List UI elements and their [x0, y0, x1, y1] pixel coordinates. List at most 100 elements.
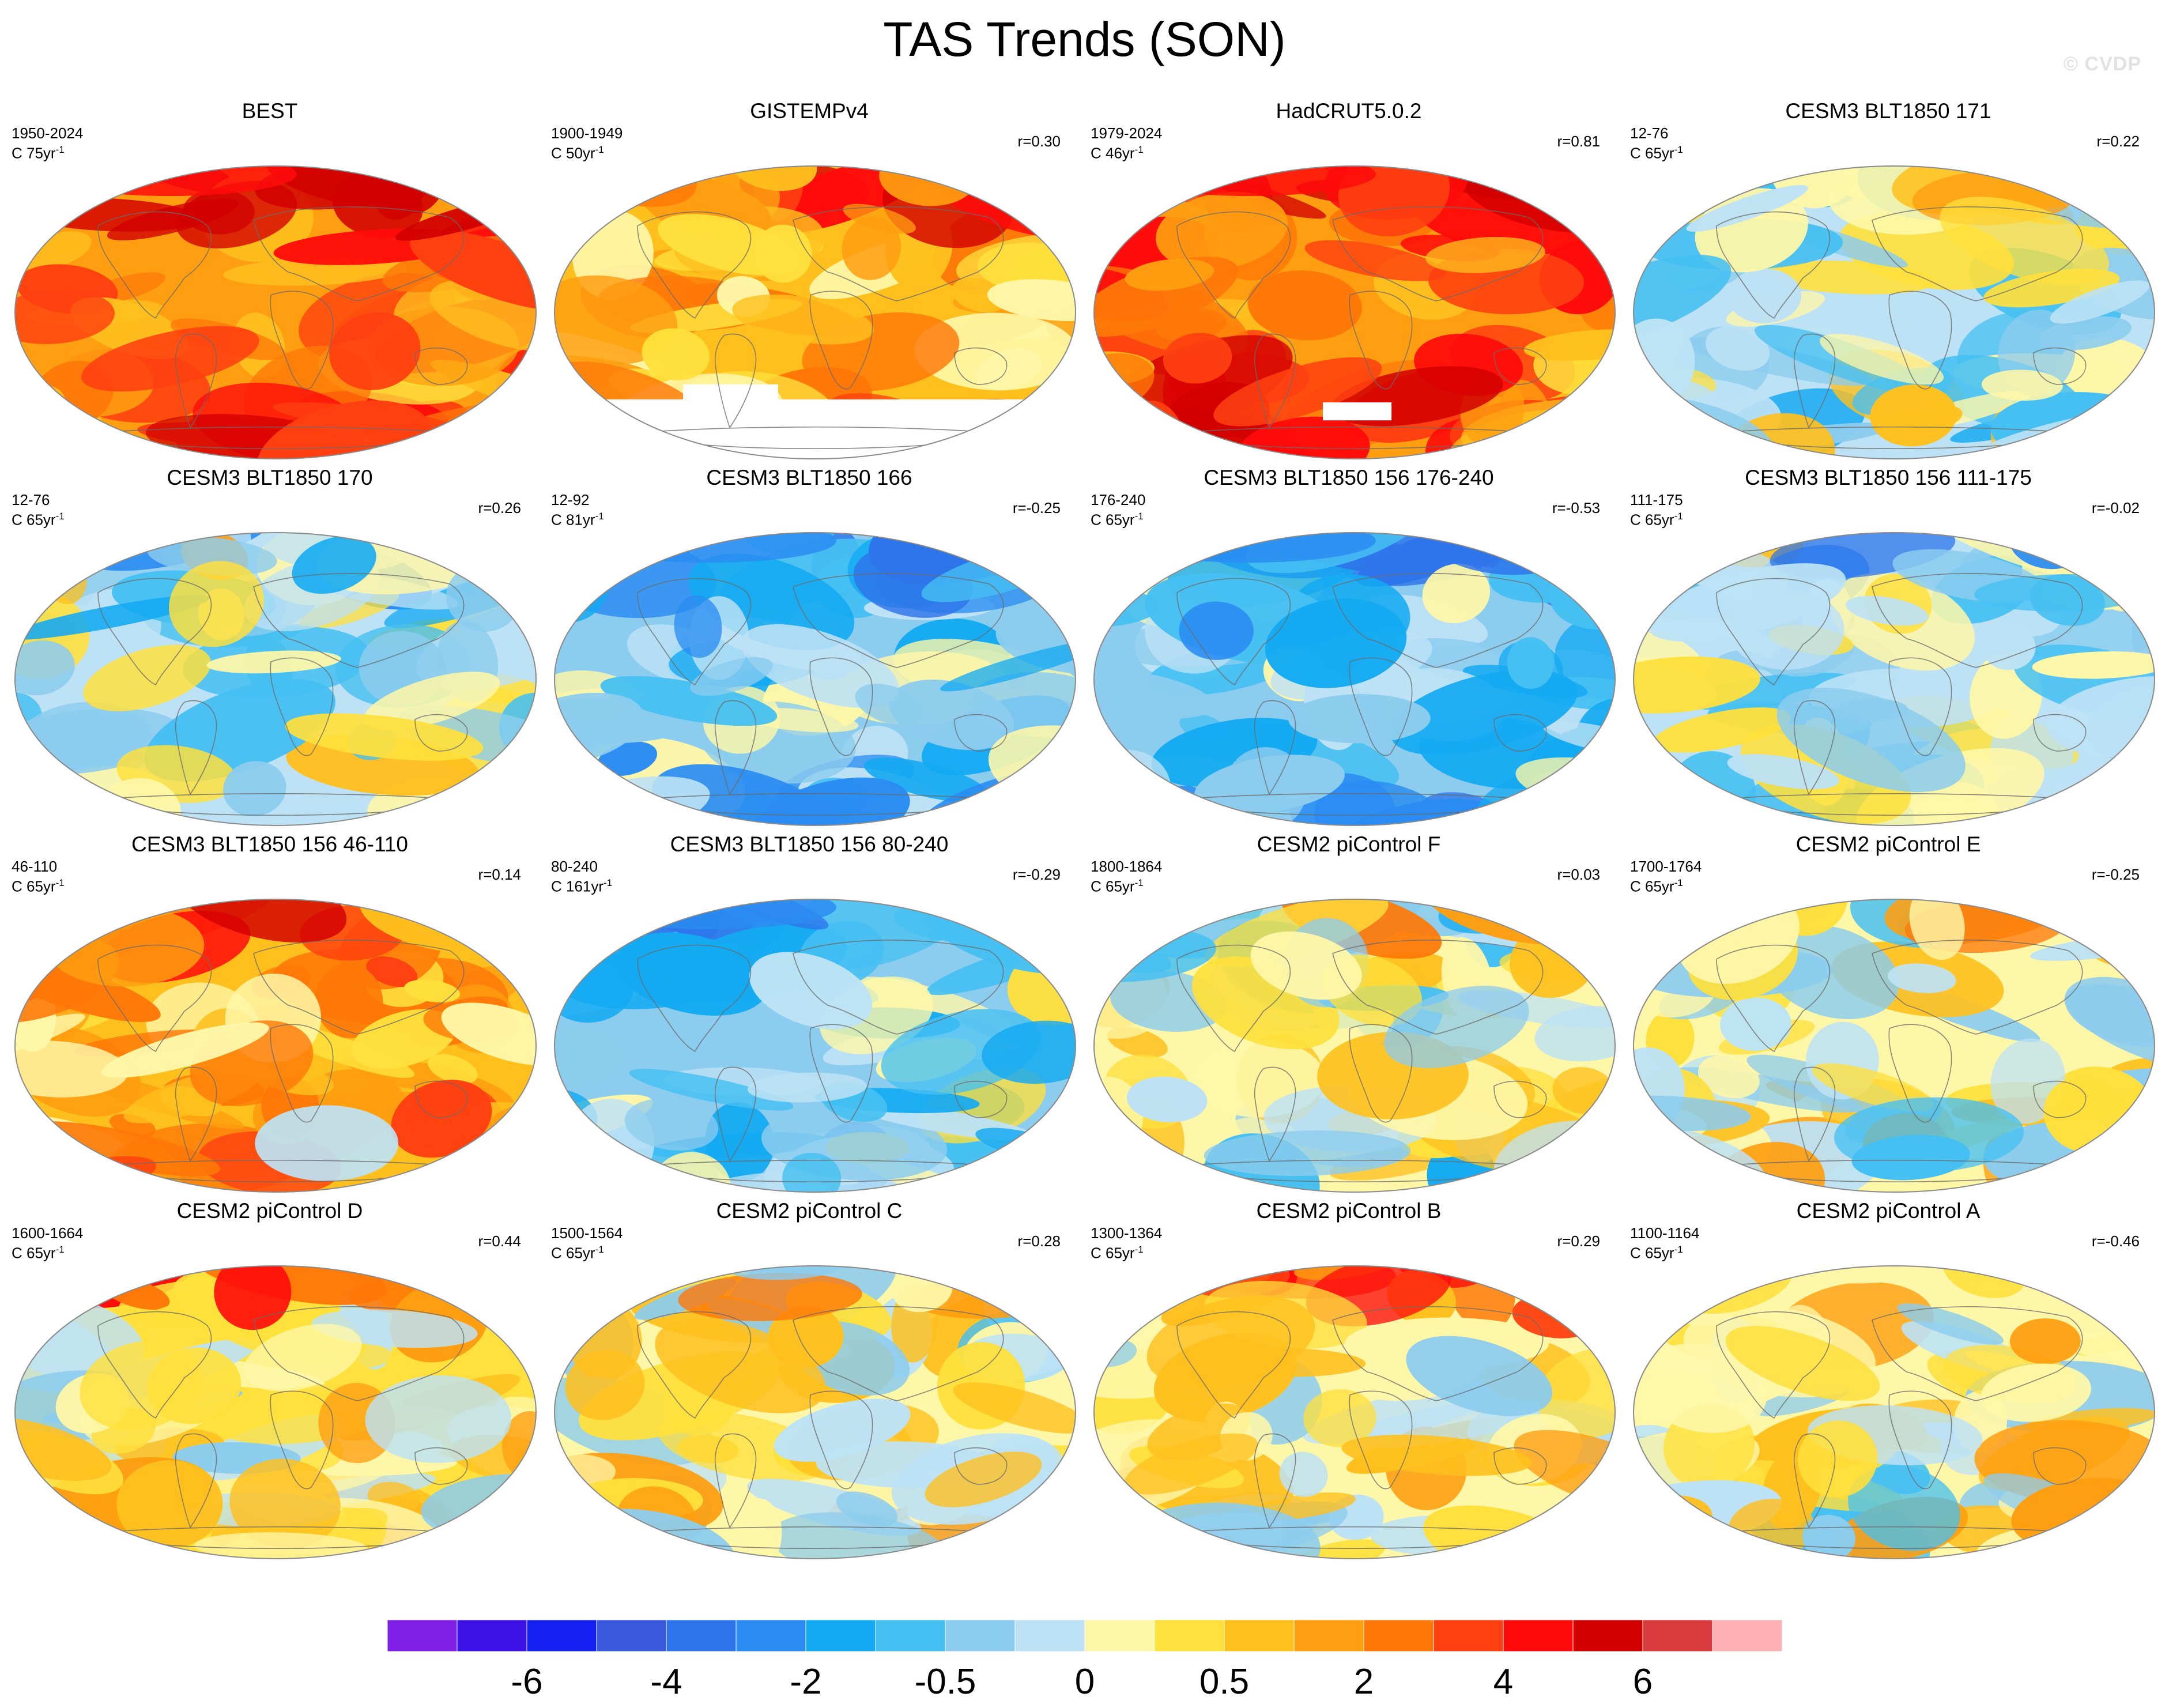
map-panel-15: CESM2 piControl B 1300-1364 C 65yr-1 r=0… — [1079, 1198, 1619, 1564]
page-title: TAS Trends (SON) — [883, 12, 1286, 66]
colorbar-tick-label: 0 — [1075, 1662, 1095, 1701]
map-panel-8: CESM3 BLT1850 156 111-175 111-175 C 65yr… — [1619, 465, 2158, 831]
colorbar-swatch — [1503, 1619, 1574, 1652]
panel-title: CESM3 BLT1850 156 176-240 — [1204, 466, 1494, 489]
robinson-map — [1091, 896, 1619, 1196]
robinson-map — [1630, 529, 2158, 829]
colorbar-tick-label: -0.5 — [915, 1662, 976, 1701]
panel-title: CESM3 BLT1850 171 — [1785, 99, 1991, 123]
robinson-map — [1091, 163, 1619, 462]
panel-pattern-correlation: r=0.44 — [478, 1232, 521, 1250]
colorbar-swatch — [875, 1619, 946, 1652]
colorbar-swatch — [526, 1619, 597, 1652]
panel-title: CESM2 piControl D — [176, 1199, 363, 1223]
panel-pattern-correlation: r=0.03 — [1557, 866, 1600, 883]
colorbar-swatch — [1293, 1619, 1364, 1652]
colorbar-swatch — [666, 1619, 737, 1652]
panel-title: CESM2 piControl A — [1796, 1199, 1981, 1223]
panel-period: 1600-1664 — [12, 1224, 84, 1242]
robinson-map — [12, 1262, 540, 1562]
colorbar-swatch — [457, 1619, 527, 1652]
panel-period: 1700-1764 — [1630, 858, 1702, 875]
panel-trend-units: C 65yr-1 — [1630, 144, 1683, 162]
panel-pattern-correlation: r=0.29 — [1557, 1232, 1600, 1250]
robinson-map — [551, 529, 1079, 829]
map-panel-13: CESM2 piControl D 1600-1664 C 65yr-1 r=0… — [0, 1198, 540, 1564]
colorbar-swatch — [1712, 1619, 1783, 1652]
colorbar-swatch — [1433, 1619, 1504, 1652]
panel-title: CESM2 piControl F — [1257, 832, 1441, 856]
robinson-map — [1091, 529, 1619, 829]
robinson-map — [1630, 1262, 2158, 1562]
panel-trend-units: C 65yr-1 — [1091, 877, 1144, 895]
panel-title: CESM2 piControl B — [1256, 1199, 1442, 1223]
colorbar-tick-label: -2 — [790, 1662, 821, 1701]
map-panel-2: GISTEMPv4 1900-1949 C 50yr-1 r=0.30 — [540, 98, 1079, 465]
map-panel-5: CESM3 BLT1850 170 12-76 C 65yr-1 r=0.26 — [0, 465, 540, 831]
colorbar-swatch — [1154, 1619, 1225, 1652]
panel-pattern-correlation: r=0.30 — [1017, 133, 1061, 150]
colorbar-tick-label: 0.5 — [1199, 1662, 1249, 1701]
robinson-map — [12, 529, 540, 829]
panel-period: 176-240 — [1091, 491, 1146, 508]
map-panel-12: CESM2 piControl E 1700-1764 C 65yr-1 r=-… — [1619, 831, 2158, 1198]
robinson-map — [12, 896, 540, 1196]
map-panel-14: CESM2 piControl C 1500-1564 C 65yr-1 r=0… — [540, 1198, 1079, 1564]
colorbar-swatch — [1363, 1619, 1434, 1652]
panel-trend-units: C 161yr-1 — [551, 877, 613, 895]
panel-trend-units: C 65yr-1 — [1091, 1244, 1144, 1262]
panel-title: HadCRUT5.0.2 — [1276, 99, 1422, 123]
panel-title: BEST — [242, 99, 298, 123]
robinson-map — [551, 1262, 1079, 1562]
colorbar-swatch — [1014, 1619, 1085, 1652]
robinson-map — [1630, 163, 2158, 462]
panel-period: 111-175 — [1630, 491, 1683, 508]
panel-period: 1900-1949 — [551, 125, 623, 142]
colorbar-swatch — [1084, 1619, 1155, 1652]
map-panel-4: CESM3 BLT1850 171 12-76 C 65yr-1 r=0.22 — [1619, 98, 2158, 465]
map-panel-9: CESM3 BLT1850 156 46-110 46-110 C 65yr-1… — [0, 831, 540, 1198]
panel-period: 1300-1364 — [1091, 1224, 1163, 1242]
robinson-map — [551, 896, 1079, 1196]
map-panel-16: CESM2 piControl A 1100-1164 C 65yr-1 r=-… — [1619, 1198, 2158, 1564]
colorbar-swatch — [735, 1619, 806, 1652]
panel-trend-units: C 46yr-1 — [1091, 144, 1144, 162]
colorbar-swatch — [1642, 1619, 1713, 1652]
robinson-map — [12, 163, 540, 462]
panel-pattern-correlation: r=-0.25 — [1012, 499, 1061, 516]
panel-trend-units: C 81yr-1 — [551, 511, 604, 529]
robinson-map — [551, 163, 1079, 462]
panel-period: 12-76 — [12, 491, 50, 508]
colorbar-swatch — [1224, 1619, 1295, 1652]
panel-title: CESM3 BLT1850 166 — [706, 466, 912, 489]
panel-title: CESM3 BLT1850 156 80-240 — [670, 832, 949, 856]
colorbar-swatch — [596, 1619, 667, 1652]
panel-trend-units: C 50yr-1 — [551, 144, 604, 162]
panel-period: 1979-2024 — [1091, 125, 1163, 142]
cvdp-watermark: © CVDP — [2064, 53, 2141, 75]
panel-pattern-correlation: r=-0.53 — [1552, 499, 1600, 516]
panel-trend-units: C 65yr-1 — [551, 1244, 604, 1262]
colorbar-tick-label: 6 — [1633, 1662, 1653, 1701]
panel-pattern-correlation: r=-0.29 — [1012, 866, 1061, 883]
colorbar-swatch — [1572, 1619, 1643, 1652]
panel-trend-units: C 65yr-1 — [12, 511, 65, 529]
colorbar-swatch — [387, 1619, 458, 1652]
panel-title: CESM2 piControl E — [1795, 832, 1981, 856]
panel-trend-units: C 75yr-1 — [12, 144, 65, 162]
map-panel-11: CESM2 piControl F 1800-1864 C 65yr-1 r=0… — [1079, 831, 1619, 1198]
panel-pattern-correlation: r=0.28 — [1017, 1232, 1061, 1250]
map-panel-1: BEST 1950-2024 C 75yr-1 — [0, 98, 540, 465]
robinson-map — [1091, 1262, 1619, 1562]
panel-period: 1100-1164 — [1630, 1224, 1700, 1242]
panel-period: 12-92 — [551, 491, 590, 508]
colorbar-tick-label: -6 — [511, 1662, 542, 1701]
panel-period: 12-76 — [1630, 125, 1669, 142]
map-panel-10: CESM3 BLT1850 156 80-240 80-240 C 161yr-… — [540, 831, 1079, 1198]
panel-pattern-correlation: r=0.81 — [1557, 133, 1600, 150]
colorbar-swatch — [945, 1619, 1016, 1652]
panel-trend-units: C 65yr-1 — [12, 1244, 65, 1262]
panel-period: 80-240 — [551, 858, 598, 875]
panel-title: CESM2 piControl C — [716, 1199, 903, 1223]
panel-period: 1500-1564 — [551, 1224, 623, 1242]
